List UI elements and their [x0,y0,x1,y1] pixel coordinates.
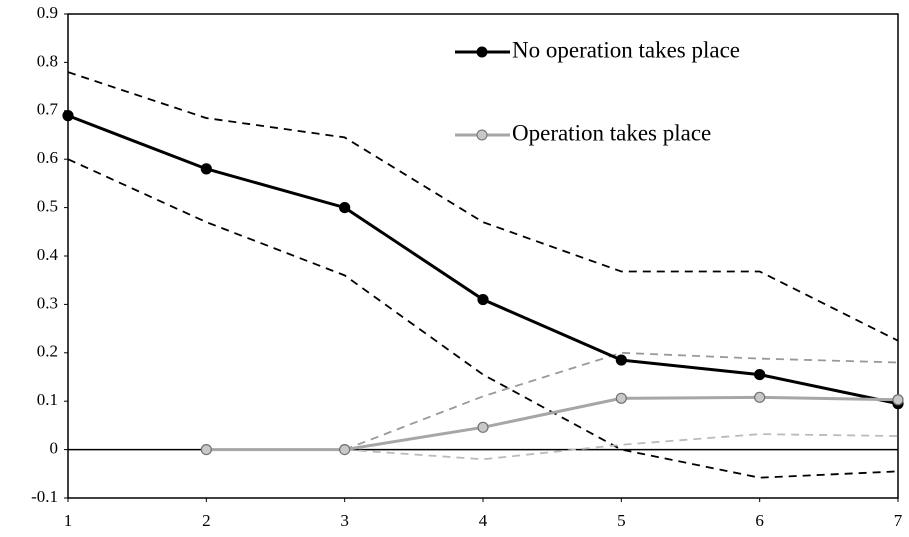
x-tick-label: 7 [894,511,903,530]
band-line [344,351,899,451]
y-tick-label: 0.6 [37,148,58,167]
x-tick-label: 5 [617,511,626,530]
y-tick-label: 0.3 [37,293,58,312]
y-tick-label: 0 [50,439,59,458]
y-tick-label: 0.1 [37,390,58,409]
band-line [67,71,899,342]
point [200,444,212,456]
point [892,394,904,406]
point [754,391,766,403]
point [615,392,627,404]
point [200,163,212,175]
band-line [344,433,899,461]
legend-marker [476,129,488,141]
y-tick-label: 0.8 [37,51,58,70]
line [206,395,899,452]
x-tick-label: 6 [755,511,764,530]
point [339,444,351,456]
y-tick-label: 0.5 [37,197,58,216]
y-tick-label: 0.9 [37,3,58,22]
point [754,368,766,381]
line [67,114,899,406]
x-tick-label: 2 [202,511,211,530]
x-tick-label: 1 [64,511,73,530]
point [477,421,489,433]
point [477,293,489,306]
y-tick-label: 0.2 [37,342,58,361]
point [339,202,351,214]
y-tick-label: 0.7 [37,100,59,119]
y-tick-label: -0.1 [31,487,58,506]
point [615,354,627,366]
legend-marker [476,46,488,58]
legend-label: Operation takes place [512,120,711,145]
point [62,110,74,122]
x-tick-label: 3 [340,511,349,530]
y-tick-label: 0.4 [37,245,59,264]
legend-label: No operation takes place [512,37,740,62]
x-tick-label: 4 [479,511,488,530]
